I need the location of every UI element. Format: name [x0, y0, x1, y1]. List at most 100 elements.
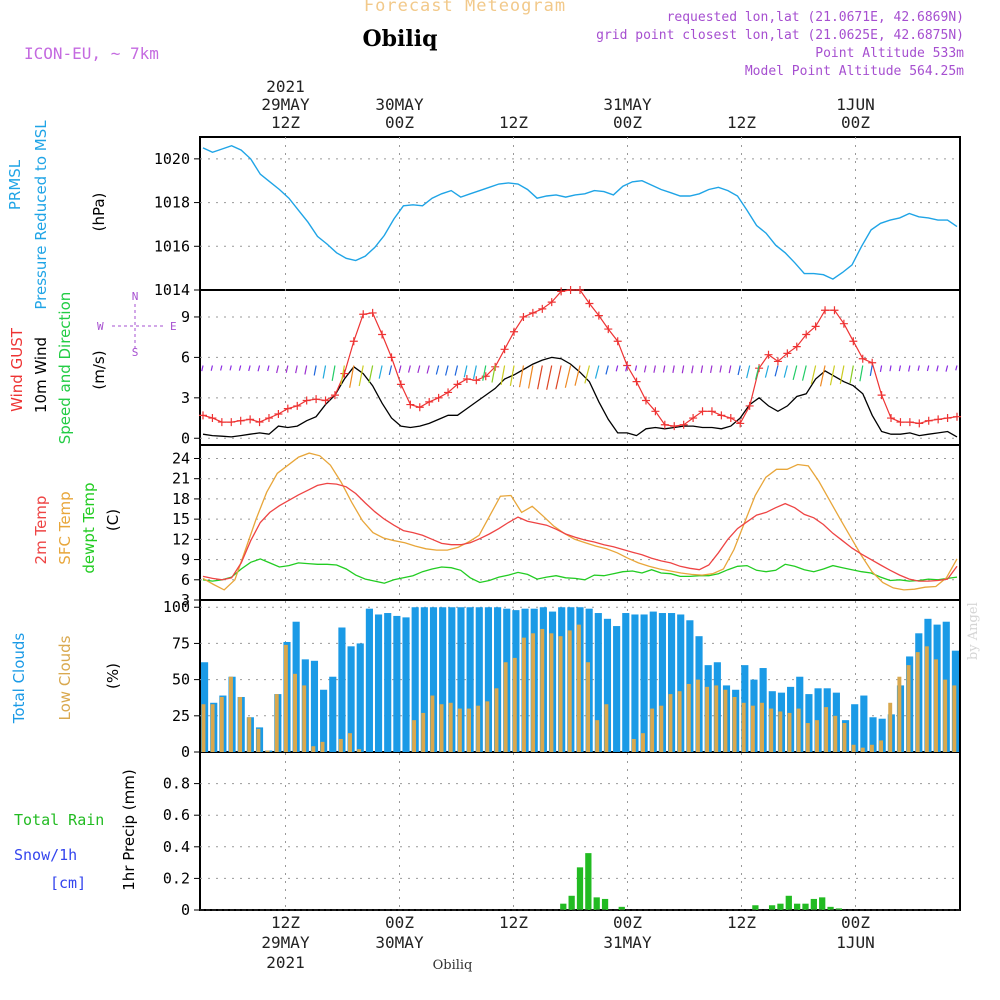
low-cloud-bar: [604, 704, 609, 752]
gust-marker: [330, 391, 339, 400]
gust-marker: [236, 416, 245, 425]
total-cloud-bar: [439, 607, 447, 752]
y-tick-label: 0: [181, 743, 190, 761]
wind-direction-arrow: [681, 365, 685, 374]
gust-marker: [302, 396, 311, 405]
low-cloud-bar: [338, 738, 343, 752]
temp-unit-label: (C): [104, 509, 122, 531]
y-tick-label: 6: [181, 348, 190, 366]
total-cloud-bar: [457, 607, 465, 752]
gust-marker: [293, 401, 302, 410]
wind-direction-arrow: [672, 365, 675, 373]
gust-marker: [462, 374, 471, 383]
low-cloud-bar: [906, 665, 911, 752]
total-cloud-bar: [429, 607, 438, 752]
low-cloud-bar: [412, 720, 417, 752]
wind-direction-arrow: [792, 365, 798, 381]
gust-marker: [726, 414, 735, 423]
temp2m-line: [202, 482, 958, 582]
low-cloud-bar: [311, 746, 316, 752]
temp2m-axis-label: 2m Temp: [32, 496, 50, 565]
y-tick-label: 3: [181, 389, 190, 407]
wind-direction-arrow: [331, 365, 336, 381]
gust-marker: [877, 391, 886, 400]
point-altitude: Point Altitude 533m: [815, 46, 964, 61]
low-cloud-bar: [540, 628, 545, 752]
low-cloud-bar: [851, 744, 856, 752]
wind-direction-arrow: [917, 365, 920, 371]
gust-marker: [679, 420, 688, 429]
low-cloud-bar: [732, 696, 737, 752]
wind-direction-arrow: [518, 365, 525, 388]
gust-marker: [660, 420, 669, 429]
wind-direction-arrow: [625, 365, 628, 372]
gust-marker: [613, 337, 622, 346]
low-cloud-bar: [302, 685, 307, 752]
total-cloud-bar: [411, 607, 419, 752]
gust-marker: [632, 377, 641, 386]
wind-direction-arrow: [754, 365, 760, 380]
wind-direction-arrow: [574, 365, 581, 386]
low-cloud-bar: [448, 702, 453, 752]
top-year-label: 2021: [266, 77, 305, 96]
gust-marker: [594, 311, 603, 320]
low-cloud-bar: [521, 637, 526, 752]
low-cloud-bar: [457, 708, 462, 752]
gust-marker: [905, 418, 914, 427]
gust-marker: [274, 410, 283, 418]
wind-direction-arrow: [810, 365, 817, 385]
low-cloud-bar: [567, 630, 572, 752]
total-clouds-axis-label: Total Clouds: [10, 633, 28, 725]
gust-marker: [802, 330, 811, 339]
meteogram-title: Forecast Meteogram: [363, 0, 567, 16]
gust-marker: [566, 286, 575, 294]
top-date-label: 31MAY: [603, 95, 652, 114]
gust-marker: [698, 407, 707, 416]
wind-direction-arrow: [445, 365, 449, 376]
low-cloud-bar: [860, 747, 865, 752]
footer-station-name: Obiliq: [432, 958, 473, 973]
rain-legend-label: Total Rain: [14, 811, 104, 829]
gust-marker: [839, 319, 848, 328]
wind-direction-arrow: [378, 365, 383, 379]
low-cloud-bar: [879, 740, 884, 752]
y-tick-label: 0.2: [163, 869, 190, 887]
low-cloud-bar: [503, 662, 508, 752]
gust-marker: [755, 364, 764, 373]
panel-frame: [199, 444, 961, 601]
total-cloud-bar: [365, 608, 373, 752]
bottom-time-label: 00Z: [841, 913, 870, 932]
gust-marker: [641, 396, 650, 405]
gust-marker: [707, 407, 716, 416]
low-cloud-bar: [494, 688, 499, 752]
top-time-label: 00Z: [613, 113, 642, 132]
total-cloud-bar: [667, 613, 676, 752]
compass-east: E: [170, 320, 177, 333]
y-tick-label: 3: [181, 591, 190, 609]
wind-direction-arrow: [368, 365, 374, 384]
rain-bar: [819, 897, 826, 910]
wind-direction-arrow: [276, 365, 279, 374]
wind-direction-arrow: [936, 365, 939, 372]
gust-marker: [858, 354, 867, 363]
wind-direction-arrow: [322, 365, 327, 379]
rain-bar: [576, 867, 584, 910]
wind-direction-arrow: [313, 365, 317, 376]
bottom-time-label: 12Z: [727, 913, 756, 932]
bottom-time-label: 12Z: [499, 913, 528, 932]
low-cloud-bar: [677, 691, 682, 752]
y-tick-label: 0.6: [163, 806, 190, 824]
bottom-date-label: 1JUN: [836, 933, 875, 952]
gust-marker: [368, 308, 377, 317]
low-cloud-bar: [256, 728, 261, 752]
gust-marker: [547, 298, 556, 307]
low-cloud-bar: [430, 695, 435, 752]
rain-bar: [835, 908, 843, 910]
top-time-label: 00Z: [385, 113, 414, 132]
wind-direction-arrow: [869, 365, 873, 376]
wind-direction-arrow: [527, 365, 534, 389]
wind-direction-arrow: [220, 365, 223, 371]
low-cloud-bar: [210, 704, 215, 752]
wind-direction-arrow: [819, 365, 826, 387]
wind-direction-arrow: [764, 365, 770, 378]
